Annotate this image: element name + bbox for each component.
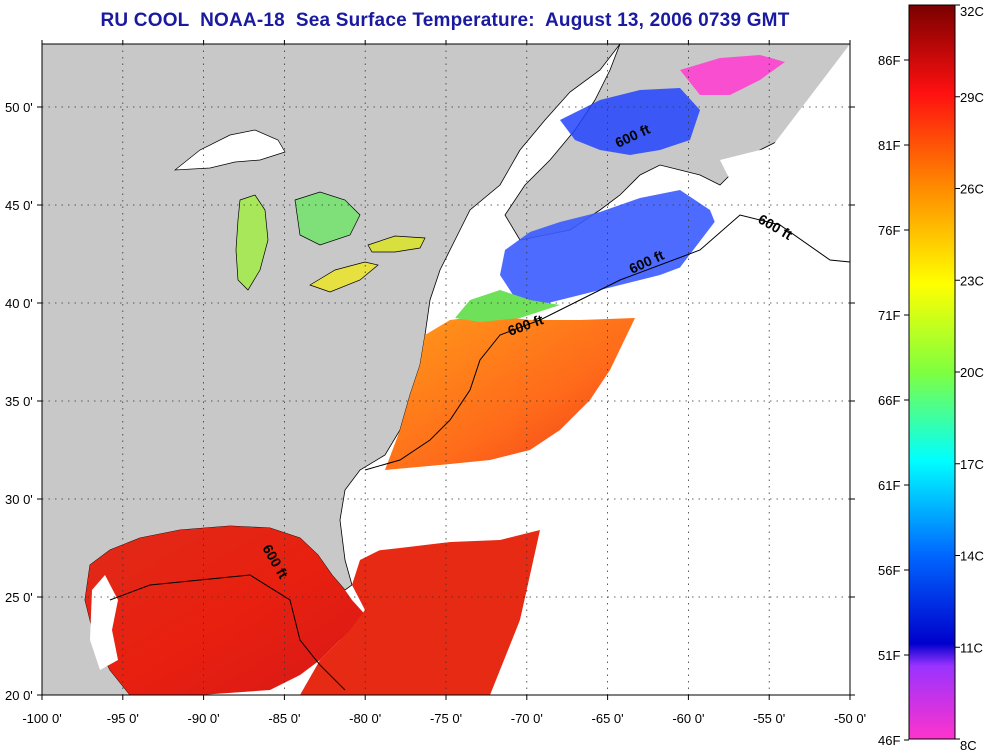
x-tick-label: -50 0' bbox=[834, 711, 866, 726]
x-tick-label: -70 0' bbox=[511, 711, 543, 726]
y-tick-label: 25 0' bbox=[5, 590, 33, 605]
x-tick-label: -100 0' bbox=[22, 711, 61, 726]
colorbar-fahrenheit-label: 56F bbox=[878, 563, 900, 578]
sst-northeast-shelf bbox=[500, 190, 720, 305]
colorbar: 32C 29C 26C 23C 20C 17C 14C 11C 8C 86F 81F 76F 71F 6… bbox=[878, 4, 984, 753]
lake-michigan bbox=[235, 194, 269, 291]
sst-labrador-magenta bbox=[680, 55, 785, 95]
colorbar-fahrenheit-labels: 86F 81F 76F 71F 66F 61F 56F 51F 46F bbox=[878, 53, 909, 748]
colorbar-celsius-label: 8C bbox=[960, 738, 977, 753]
colorbar-celsius-label: 11C bbox=[960, 640, 983, 655]
x-axis-ticks: -100 0' -95 0' -90 0' -85 0' -80 0' -75 0' -70… bbox=[22, 40, 866, 726]
sst-st-lawrence bbox=[560, 88, 700, 155]
cloud-mask-texas-coast bbox=[90, 575, 118, 670]
colorbar-celsius-label: 32C bbox=[960, 4, 984, 19]
x-tick-label: -95 0' bbox=[107, 711, 139, 726]
colorbar-celsius-label: 17C bbox=[960, 457, 984, 472]
colorbar-celsius-label: 20C bbox=[960, 365, 984, 380]
y-tick-label: 20 0' bbox=[5, 688, 33, 703]
x-tick-label: -65 0' bbox=[592, 711, 624, 726]
colorbar-fahrenheit-label: 71F bbox=[878, 308, 900, 323]
y-tick-label: 45 0' bbox=[5, 198, 33, 213]
y-tick-label: 30 0' bbox=[5, 492, 33, 507]
sst-atlantic-mid bbox=[385, 315, 635, 470]
x-tick-label: -60 0' bbox=[672, 711, 704, 726]
colorbar-fahrenheit-label: 76F bbox=[878, 223, 900, 238]
colorbar-fahrenheit-label: 86F bbox=[878, 53, 900, 68]
colorbar-celsius-label: 26C bbox=[960, 182, 984, 197]
y-axis-ticks: 20 0' 25 0' 30 0' 35 0' 40 0' 45 0' 50 0' bbox=[5, 100, 855, 703]
cloud-mask-maritimes bbox=[720, 140, 850, 260]
x-tick-label: -85 0' bbox=[268, 711, 300, 726]
map-title: RU COOL NOAA-18 Sea Surface Temperature:… bbox=[100, 10, 790, 31]
cloud-mask-southeast bbox=[352, 468, 550, 552]
colorbar-ramp bbox=[908, 4, 956, 740]
y-tick-label: 35 0' bbox=[5, 394, 33, 409]
y-tick-label: 40 0' bbox=[5, 296, 33, 311]
colorbar-celsius-label: 14C bbox=[960, 549, 984, 564]
y-tick-label: 50 0' bbox=[5, 100, 33, 115]
sst-gulf-of-mexico bbox=[85, 526, 370, 695]
lake-erie bbox=[309, 261, 379, 293]
lake-ontario bbox=[367, 235, 426, 253]
x-tick-label: -75 0' bbox=[430, 711, 462, 726]
colorbar-fahrenheit-label: 51F bbox=[878, 648, 900, 663]
grid-lines bbox=[42, 44, 850, 695]
colorbar-celsius-labels: 32C 29C 26C 23C 20C 17C 14C 11C 8C bbox=[955, 4, 984, 753]
x-tick-label: -90 0' bbox=[188, 711, 220, 726]
map-plot-area: 600 ft 600 ft 600 ft 600 ft 600 ft bbox=[41, 43, 851, 696]
colorbar-fahrenheit-label: 66F bbox=[878, 393, 900, 408]
x-tick-label: -55 0' bbox=[753, 711, 785, 726]
lake-superior bbox=[173, 129, 286, 171]
bathymetry-contour-600ft bbox=[109, 214, 850, 691]
sst-atlantic-south bbox=[300, 530, 540, 695]
x-tick-label: -80 0' bbox=[349, 711, 381, 726]
colorbar-fahrenheit-label: 46F bbox=[878, 733, 900, 748]
colorbar-celsius-label: 29C bbox=[960, 90, 984, 105]
lake-huron bbox=[294, 191, 361, 246]
colorbar-celsius-label: 23C bbox=[960, 273, 984, 288]
colorbar-fahrenheit-label: 61F bbox=[878, 478, 900, 493]
sst-mid-atlantic-green bbox=[455, 290, 560, 322]
colorbar-fahrenheit-label: 81F bbox=[878, 138, 900, 153]
